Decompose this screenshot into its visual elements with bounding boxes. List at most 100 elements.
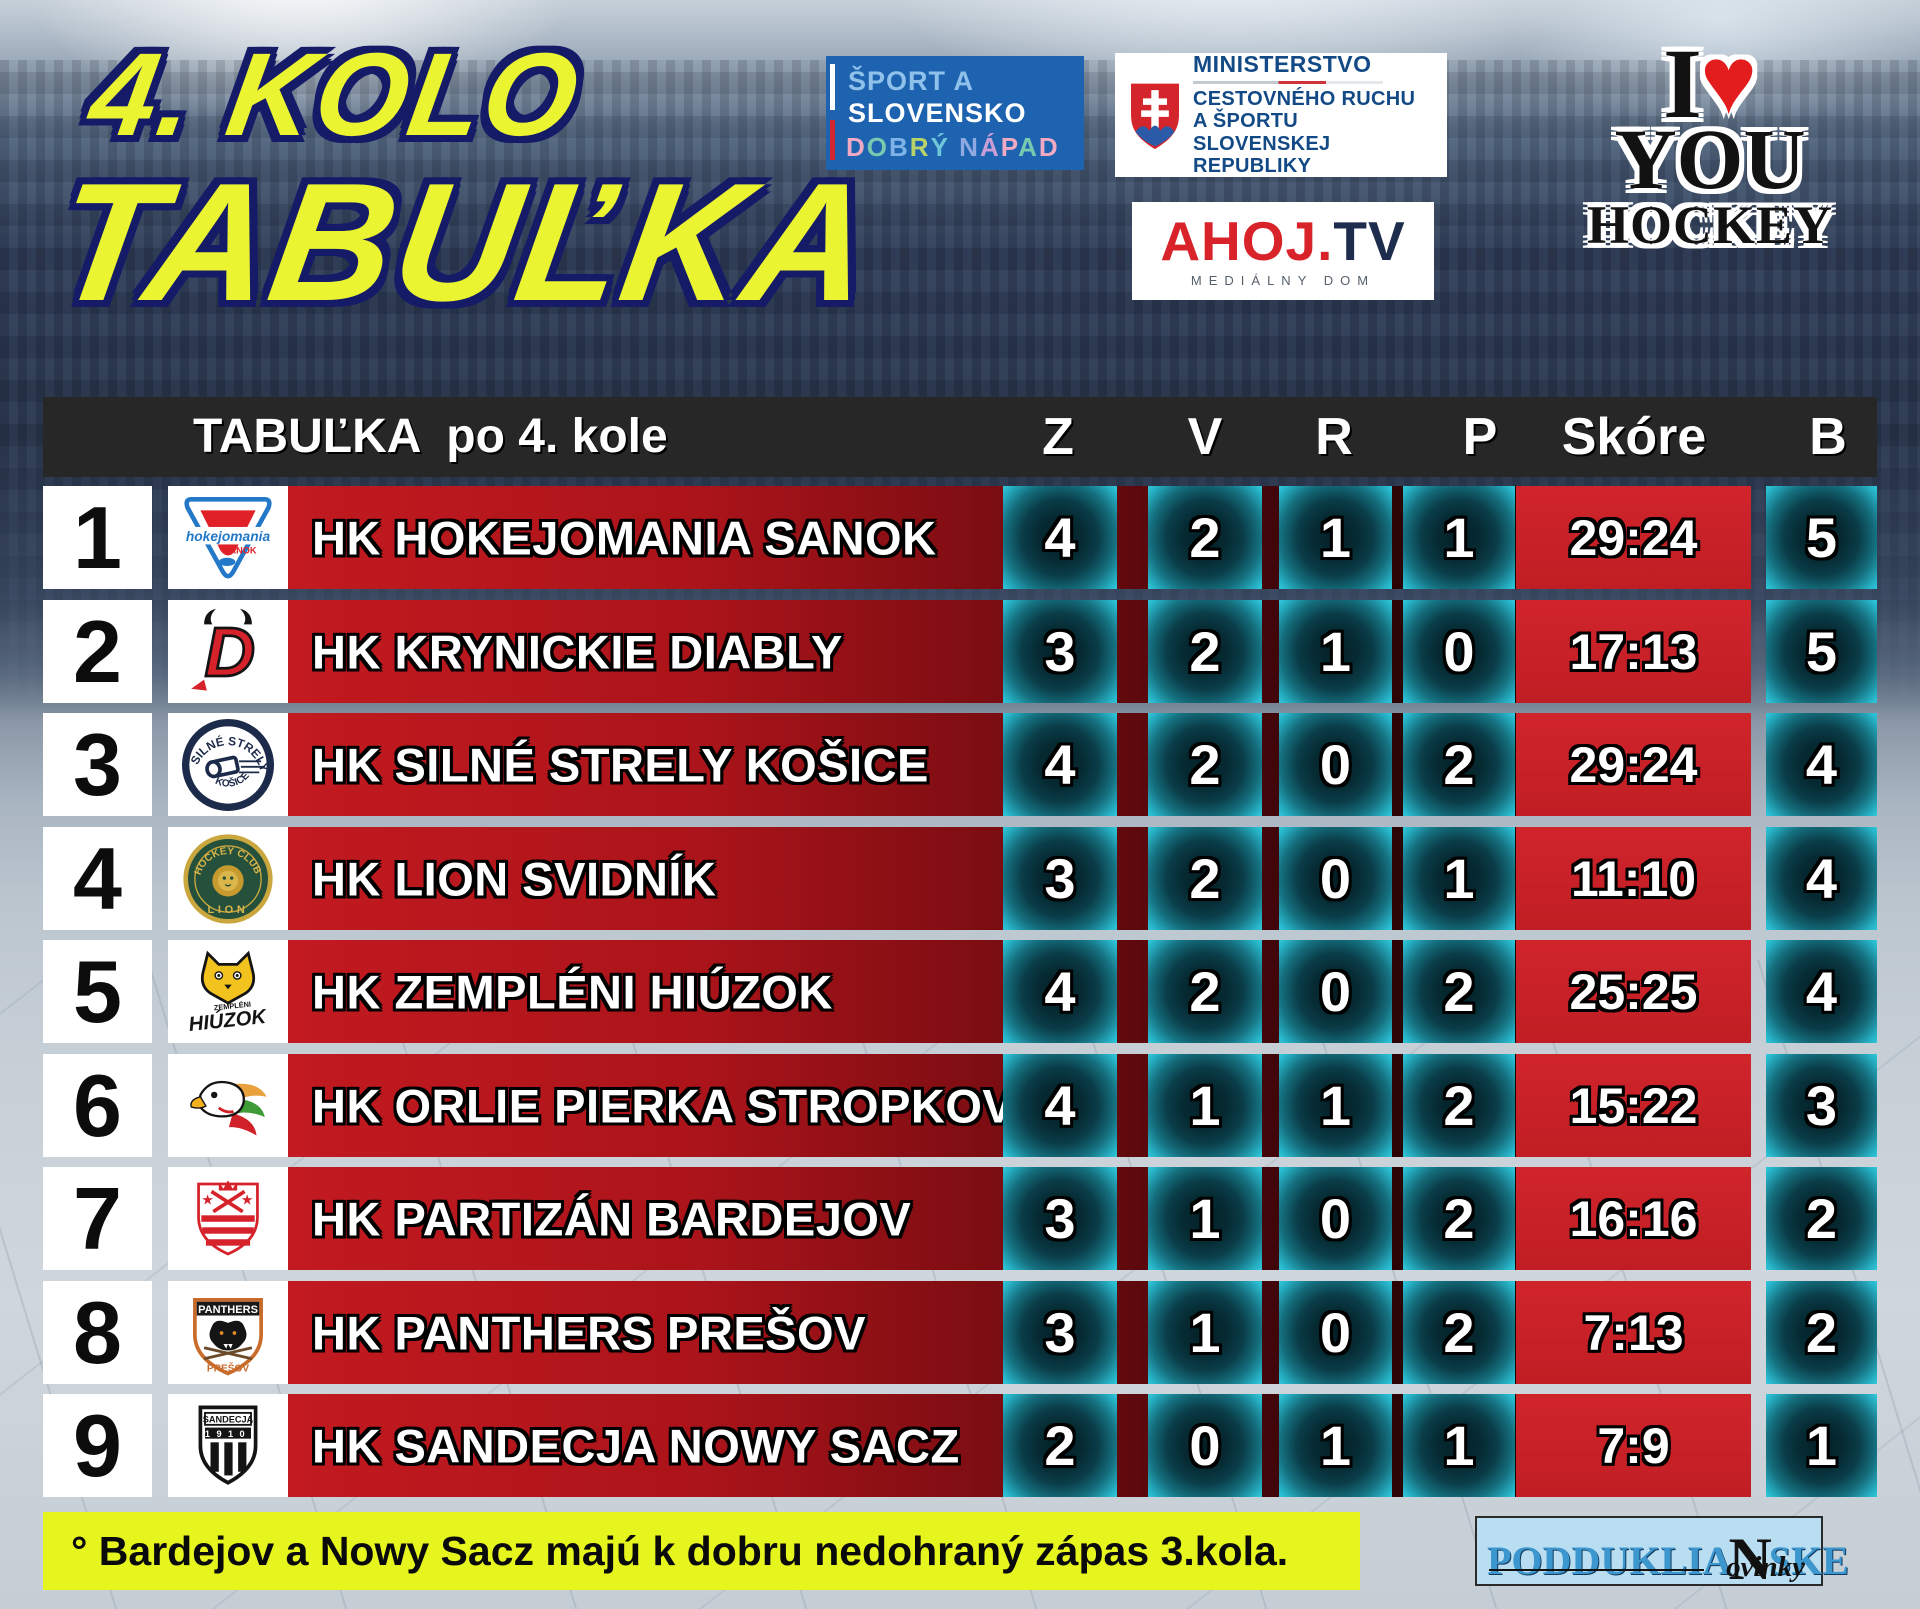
stat-wins: 1 <box>1148 1054 1262 1157</box>
ahoj-tv-wordmark: AHOJ.TV <box>1160 214 1405 269</box>
column-header-r: R <box>1315 408 1353 466</box>
score-cell: 11:10 <box>1516 827 1751 930</box>
sport-white-tick <box>830 64 835 110</box>
colored-letter: A <box>1018 132 1039 162</box>
team-name: HK ZEMPLÉNI HIÚZOK <box>312 965 833 1018</box>
hokejomania-club-icon: hokejomania SANOK <box>184 496 272 578</box>
rank-cell: 3 <box>43 713 152 816</box>
sport-red-tick <box>830 120 835 160</box>
team-logo-hiuzok: ZEMPLÉNI HIÚZOK <box>168 940 288 1043</box>
stat-losses: 1 <box>1403 486 1515 589</box>
stat-games: 3 <box>1003 1167 1117 1270</box>
points-cell: 2 <box>1766 1167 1877 1270</box>
team-logo-diably: D <box>168 600 288 703</box>
ily-you: YOU <box>1614 111 1806 207</box>
rank-cell: 5 <box>43 940 152 1043</box>
sponsor-sport-slovensko: ŠPORT A SLOVENSKO DOBRÝ NÁPAD <box>826 56 1084 170</box>
svg-text:★: ★ <box>241 1192 253 1207</box>
colored-letter: B <box>889 132 910 162</box>
stat-losses: 2 <box>1403 940 1515 1043</box>
team-logo-partizan: ★ ★ <box>168 1167 288 1270</box>
svg-text:PREŠOV: PREŠOV <box>207 1361 249 1374</box>
svg-text:LION: LION <box>207 904 248 916</box>
team-name: HK ORLIE PIERKA STROPKOV <box>312 1079 1015 1132</box>
column-header-v: V <box>1187 408 1223 466</box>
colored-letter: P <box>1000 132 1019 162</box>
score-cell: 15:22 <box>1516 1054 1751 1157</box>
stat-losses: 2 <box>1403 1281 1515 1384</box>
points-cell: 4 <box>1766 713 1877 816</box>
svg-text:hokejomania: hokejomania <box>186 528 271 543</box>
stat-draws: 0 <box>1279 827 1392 930</box>
points-cell: 2 <box>1766 1281 1877 1384</box>
rank-cell: 7 <box>43 1167 152 1270</box>
stat-games: 3 <box>1003 1281 1117 1384</box>
stat-draws: 1 <box>1279 1054 1392 1157</box>
stat-losses: 2 <box>1403 1054 1515 1157</box>
points-cell: 4 <box>1766 827 1877 930</box>
podduklianske-wordmark: PODDUKLIANSKE <box>1487 1520 1849 1592</box>
sport-line-2: SLOVENSKO <box>848 98 1027 128</box>
stat-games: 4 <box>1003 486 1117 589</box>
poddu-pre: PODDUKLIA <box>1487 1538 1732 1583</box>
points-cell: 1 <box>1766 1394 1877 1497</box>
svg-text:1910: 1910 <box>205 1428 251 1438</box>
points-cell: 5 <box>1766 600 1877 703</box>
ministry-divider <box>1193 81 1383 85</box>
stat-losses: 2 <box>1403 1167 1515 1270</box>
footer-note: ° Bardejov a Nowy Sacz majú k dobru nedo… <box>43 1512 1360 1590</box>
svg-text:SANOK: SANOK <box>223 545 257 555</box>
colored-letter: D <box>1038 132 1060 162</box>
colored-letter <box>950 132 959 162</box>
rank-cell: 1 <box>43 486 152 589</box>
sponsor-dobry-napad: DOBRÝ NÁPAD <box>846 132 1060 163</box>
svg-text:ZEMPLÉNI: ZEMPLÉNI <box>213 999 251 1012</box>
sponsor-ministry: MINISTERSTVO CESTOVNÉHO RUCHU A ŠPORTU S… <box>1115 51 1447 177</box>
team-logo-lion: HOCKEY CLUB LION <box>168 827 288 930</box>
stat-draws: 1 <box>1279 600 1392 703</box>
score-cell: 29:24 <box>1516 713 1751 816</box>
stat-wins: 2 <box>1148 486 1262 589</box>
podduklianske-logo: PODDUKLIANSKE ovinky <box>1475 1516 1849 1592</box>
colored-letter: R <box>909 132 931 162</box>
colored-letter: Ý <box>930 132 950 162</box>
poddu-underline <box>1489 1569 1704 1571</box>
title-round: 4. KOLO <box>81 29 589 161</box>
stat-wins: 2 <box>1148 827 1262 930</box>
stat-games: 3 <box>1003 600 1117 703</box>
rank-cell: 9 <box>43 1394 152 1497</box>
stat-draws: 0 <box>1279 1167 1392 1270</box>
score-cell: 7:9 <box>1516 1394 1751 1497</box>
ministry-title: MINISTERSTVO <box>1193 51 1372 78</box>
stat-losses: 0 <box>1403 600 1515 703</box>
team-name: HK HOKEJOMANIA SANOK <box>312 511 937 564</box>
stat-draws: 0 <box>1279 1281 1392 1384</box>
stat-losses: 1 <box>1403 827 1515 930</box>
rank-cell: 8 <box>43 1281 152 1384</box>
poddu-novinky: ovinky <box>1726 1551 1805 1583</box>
colored-letter: O <box>866 132 890 162</box>
svg-text:D: D <box>205 612 255 690</box>
sport-line-1: ŠPORT A <box>848 66 975 96</box>
table-row: 4 HOCKEY CLUB LION HK LION SVIDNÍK 3 2 0 … <box>0 827 1920 930</box>
rank-cell: 2 <box>43 600 152 703</box>
panthers-club-icon: PANTHERS PREŠOV <box>193 1297 263 1375</box>
ily-hockey: HOCKEY <box>1586 195 1834 256</box>
title-table: TABUĽKA <box>43 148 887 336</box>
svg-text:★: ★ <box>201 1192 213 1207</box>
column-header-p: P <box>1462 408 1498 466</box>
poddu-n: N <box>1728 1526 1772 1592</box>
poddu-post: SKE <box>1768 1538 1849 1583</box>
ily-i: I <box>1663 28 1702 139</box>
table-row: 2 D HK KRYNICKIE DIABLY 3 2 1 0 17:13 5 <box>0 600 1920 703</box>
table-row: 1 hokejomania SANOK HK HOKEJOMANIA SANOK … <box>0 486 1920 589</box>
table-row: 5 ZEMPLÉNI HIÚZOK HK ZEMPLÉNI HIÚZOK 4 2 … <box>0 940 1920 1043</box>
stat-games: 4 <box>1003 940 1117 1043</box>
team-name: HK LION SVIDNÍK <box>312 852 717 905</box>
stat-wins: 2 <box>1148 940 1262 1043</box>
heart-icon: ♥ <box>1699 27 1757 134</box>
i-love-you-hockey-logo: I♥ YOU HOCKEY <box>1545 33 1875 256</box>
score-cell: 17:13 <box>1516 600 1751 703</box>
ahoj-tv-part: TV <box>1333 210 1406 272</box>
